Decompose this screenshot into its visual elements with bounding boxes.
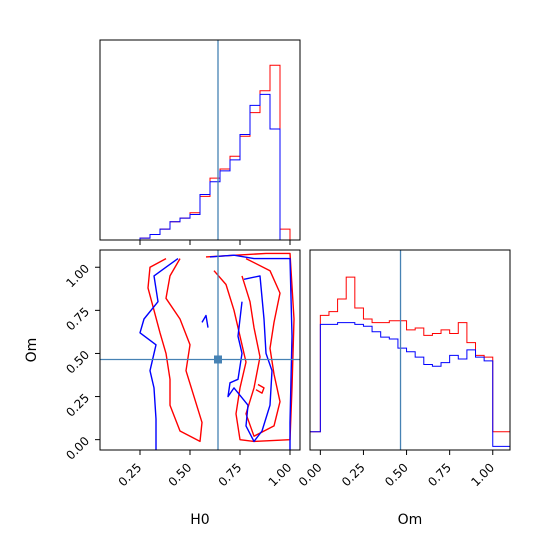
hist-Om-series-red — [310, 276, 510, 433]
truth-marker — [214, 355, 222, 364]
contour-red-1 — [205, 252, 295, 443]
contour-blue-4 — [139, 258, 179, 450]
contour-xtick-label: 0.25 — [116, 460, 145, 489]
contour-red-3 — [255, 383, 265, 394]
contour-red-2 — [241, 257, 281, 437]
contour-xtick-label: 0.50 — [166, 460, 195, 489]
contour-ytick-label: 0.50 — [63, 348, 92, 377]
hist-H0-frame — [99, 39, 301, 241]
contour-xtick-label: 1.00 — [266, 460, 295, 489]
x-axis-label-Om: Om — [398, 512, 423, 528]
contour-ytick-label: 0.00 — [63, 434, 92, 463]
hist-H0-series-blue — [100, 93, 290, 241]
contour-ytick-label: 0.25 — [63, 391, 92, 420]
contour-red-0 — [147, 257, 203, 443]
panel-contour-H0-Om: 0.25 0.50 0.75 1.00 0.00 0.25 0.50 0.75 1.00 — [63, 249, 301, 489]
hist-Om-xtick-label: 0.75 — [425, 460, 454, 489]
contour-ytick-label: 1.00 — [63, 261, 92, 290]
hist-Om-series-blue — [310, 322, 510, 447]
panel-hist-Om: 0.00 0.25 0.50 0.75 1.00 — [296, 249, 511, 489]
contour-blue-5 — [209, 254, 293, 450]
contour-ytick-label: 0.75 — [63, 305, 92, 334]
x-axis-label-H0: H0 — [190, 512, 209, 528]
hist-H0-series-red — [100, 64, 291, 241]
y-axis-label-Om: Om — [24, 338, 40, 363]
hist-Om-frame — [309, 249, 511, 451]
contour-blue-6 — [227, 275, 273, 443]
hist-Om-xtick-label: 1.00 — [468, 460, 497, 489]
contour-frame — [99, 249, 301, 451]
hist-Om-xtick-label: 0.00 — [296, 460, 325, 489]
panel-hist-H0 — [99, 39, 301, 245]
hist-Om-xtick-label: 0.25 — [339, 460, 368, 489]
contour-xtick-label: 0.75 — [216, 460, 245, 489]
contour-blue-7 — [201, 314, 209, 328]
contour-lines — [139, 252, 295, 450]
hist-Om-xtick-label: 0.50 — [382, 460, 411, 489]
